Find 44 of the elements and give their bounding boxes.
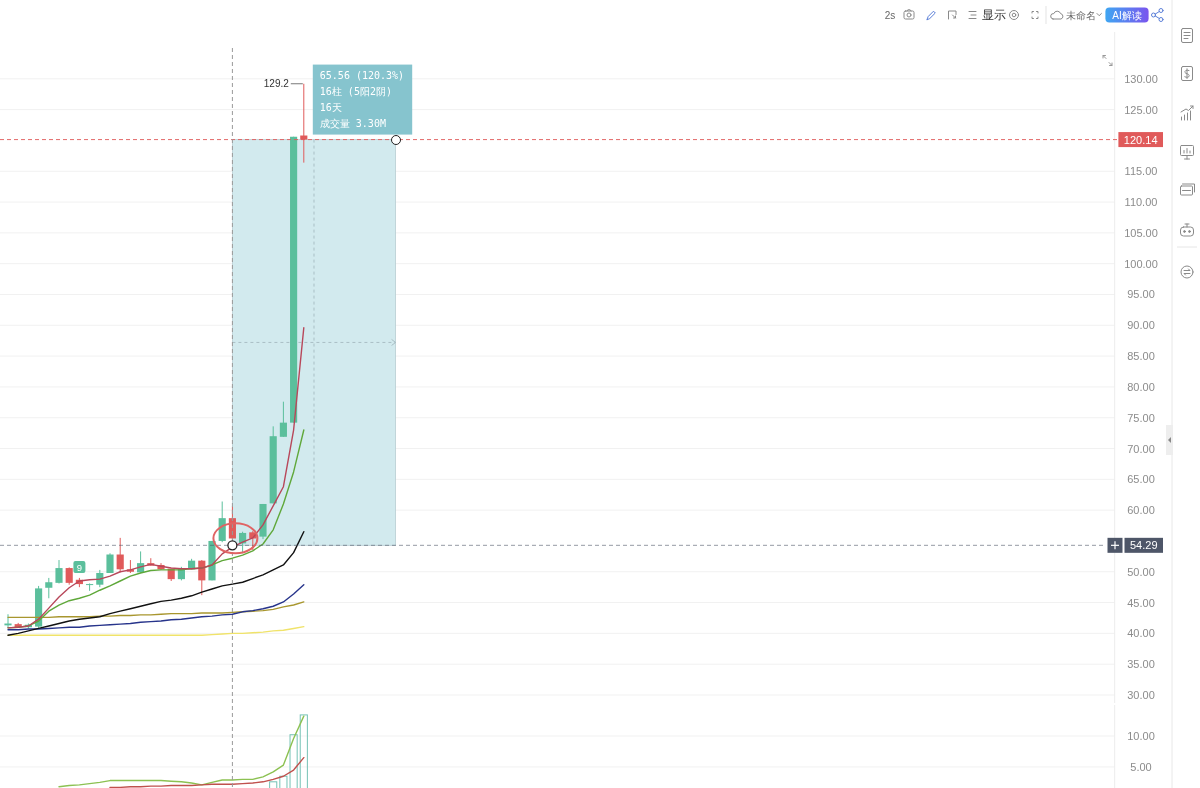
line-series	[7, 584, 305, 631]
y-tick-label: 85.00	[1127, 350, 1155, 363]
text: 未命名	[1066, 9, 1096, 21]
y-tick-label: 35.00	[1127, 658, 1155, 671]
line-series	[58, 715, 305, 788]
ref-line-label: 54.29	[1129, 539, 1158, 552]
line-series	[7, 625, 305, 636]
y-tick-label: 125.00	[1124, 103, 1158, 116]
annotation: 16柱 (5阳2阴)	[319, 86, 392, 98]
candlestick	[218, 501, 226, 543]
candlestick	[86, 582, 94, 592]
line-series	[109, 756, 305, 788]
ref-line-label: 120.14	[1123, 133, 1158, 146]
line-series	[7, 601, 305, 619]
y-tick-label: 110.00	[1124, 196, 1158, 209]
y-tick-label: 5.00	[1130, 760, 1152, 773]
y-tick-label: 40.00	[1127, 627, 1155, 640]
annotation: 成交量 3.30M	[319, 118, 386, 130]
text: 显示	[982, 9, 1006, 21]
candlestick	[116, 537, 124, 573]
candlestick	[45, 577, 53, 599]
annotation: 16天	[319, 102, 342, 114]
y-tick-label: 130.00	[1124, 72, 1158, 85]
annotation: 129.2	[263, 78, 290, 90]
y-tick-label: 115.00	[1124, 165, 1158, 178]
y-tick-label: 80.00	[1127, 380, 1155, 393]
candlestick	[106, 552, 114, 574]
y-tick-label: 60.00	[1127, 504, 1155, 517]
y-tick-label: 10.00	[1127, 729, 1155, 742]
text: AI解读	[1112, 9, 1142, 21]
y-tick-label: 95.00	[1127, 288, 1155, 301]
y-tick-label: 90.00	[1127, 319, 1155, 332]
y-tick-label: 65.00	[1127, 473, 1155, 486]
y-tick-label: 45.00	[1127, 596, 1155, 609]
candlestick	[279, 401, 287, 438]
text: 2s	[884, 9, 896, 21]
y-tick-label: 75.00	[1127, 411, 1155, 424]
line-series	[7, 531, 305, 636]
y-tick-label: 50.00	[1127, 565, 1155, 578]
annotation: 65.56 (120.3%)	[319, 70, 405, 82]
y-tick-label: 30.00	[1127, 688, 1155, 701]
y-tick-label: 70.00	[1127, 442, 1155, 455]
y-tick-label: 100.00	[1124, 257, 1158, 270]
y-tick-label: 105.00	[1124, 226, 1158, 239]
